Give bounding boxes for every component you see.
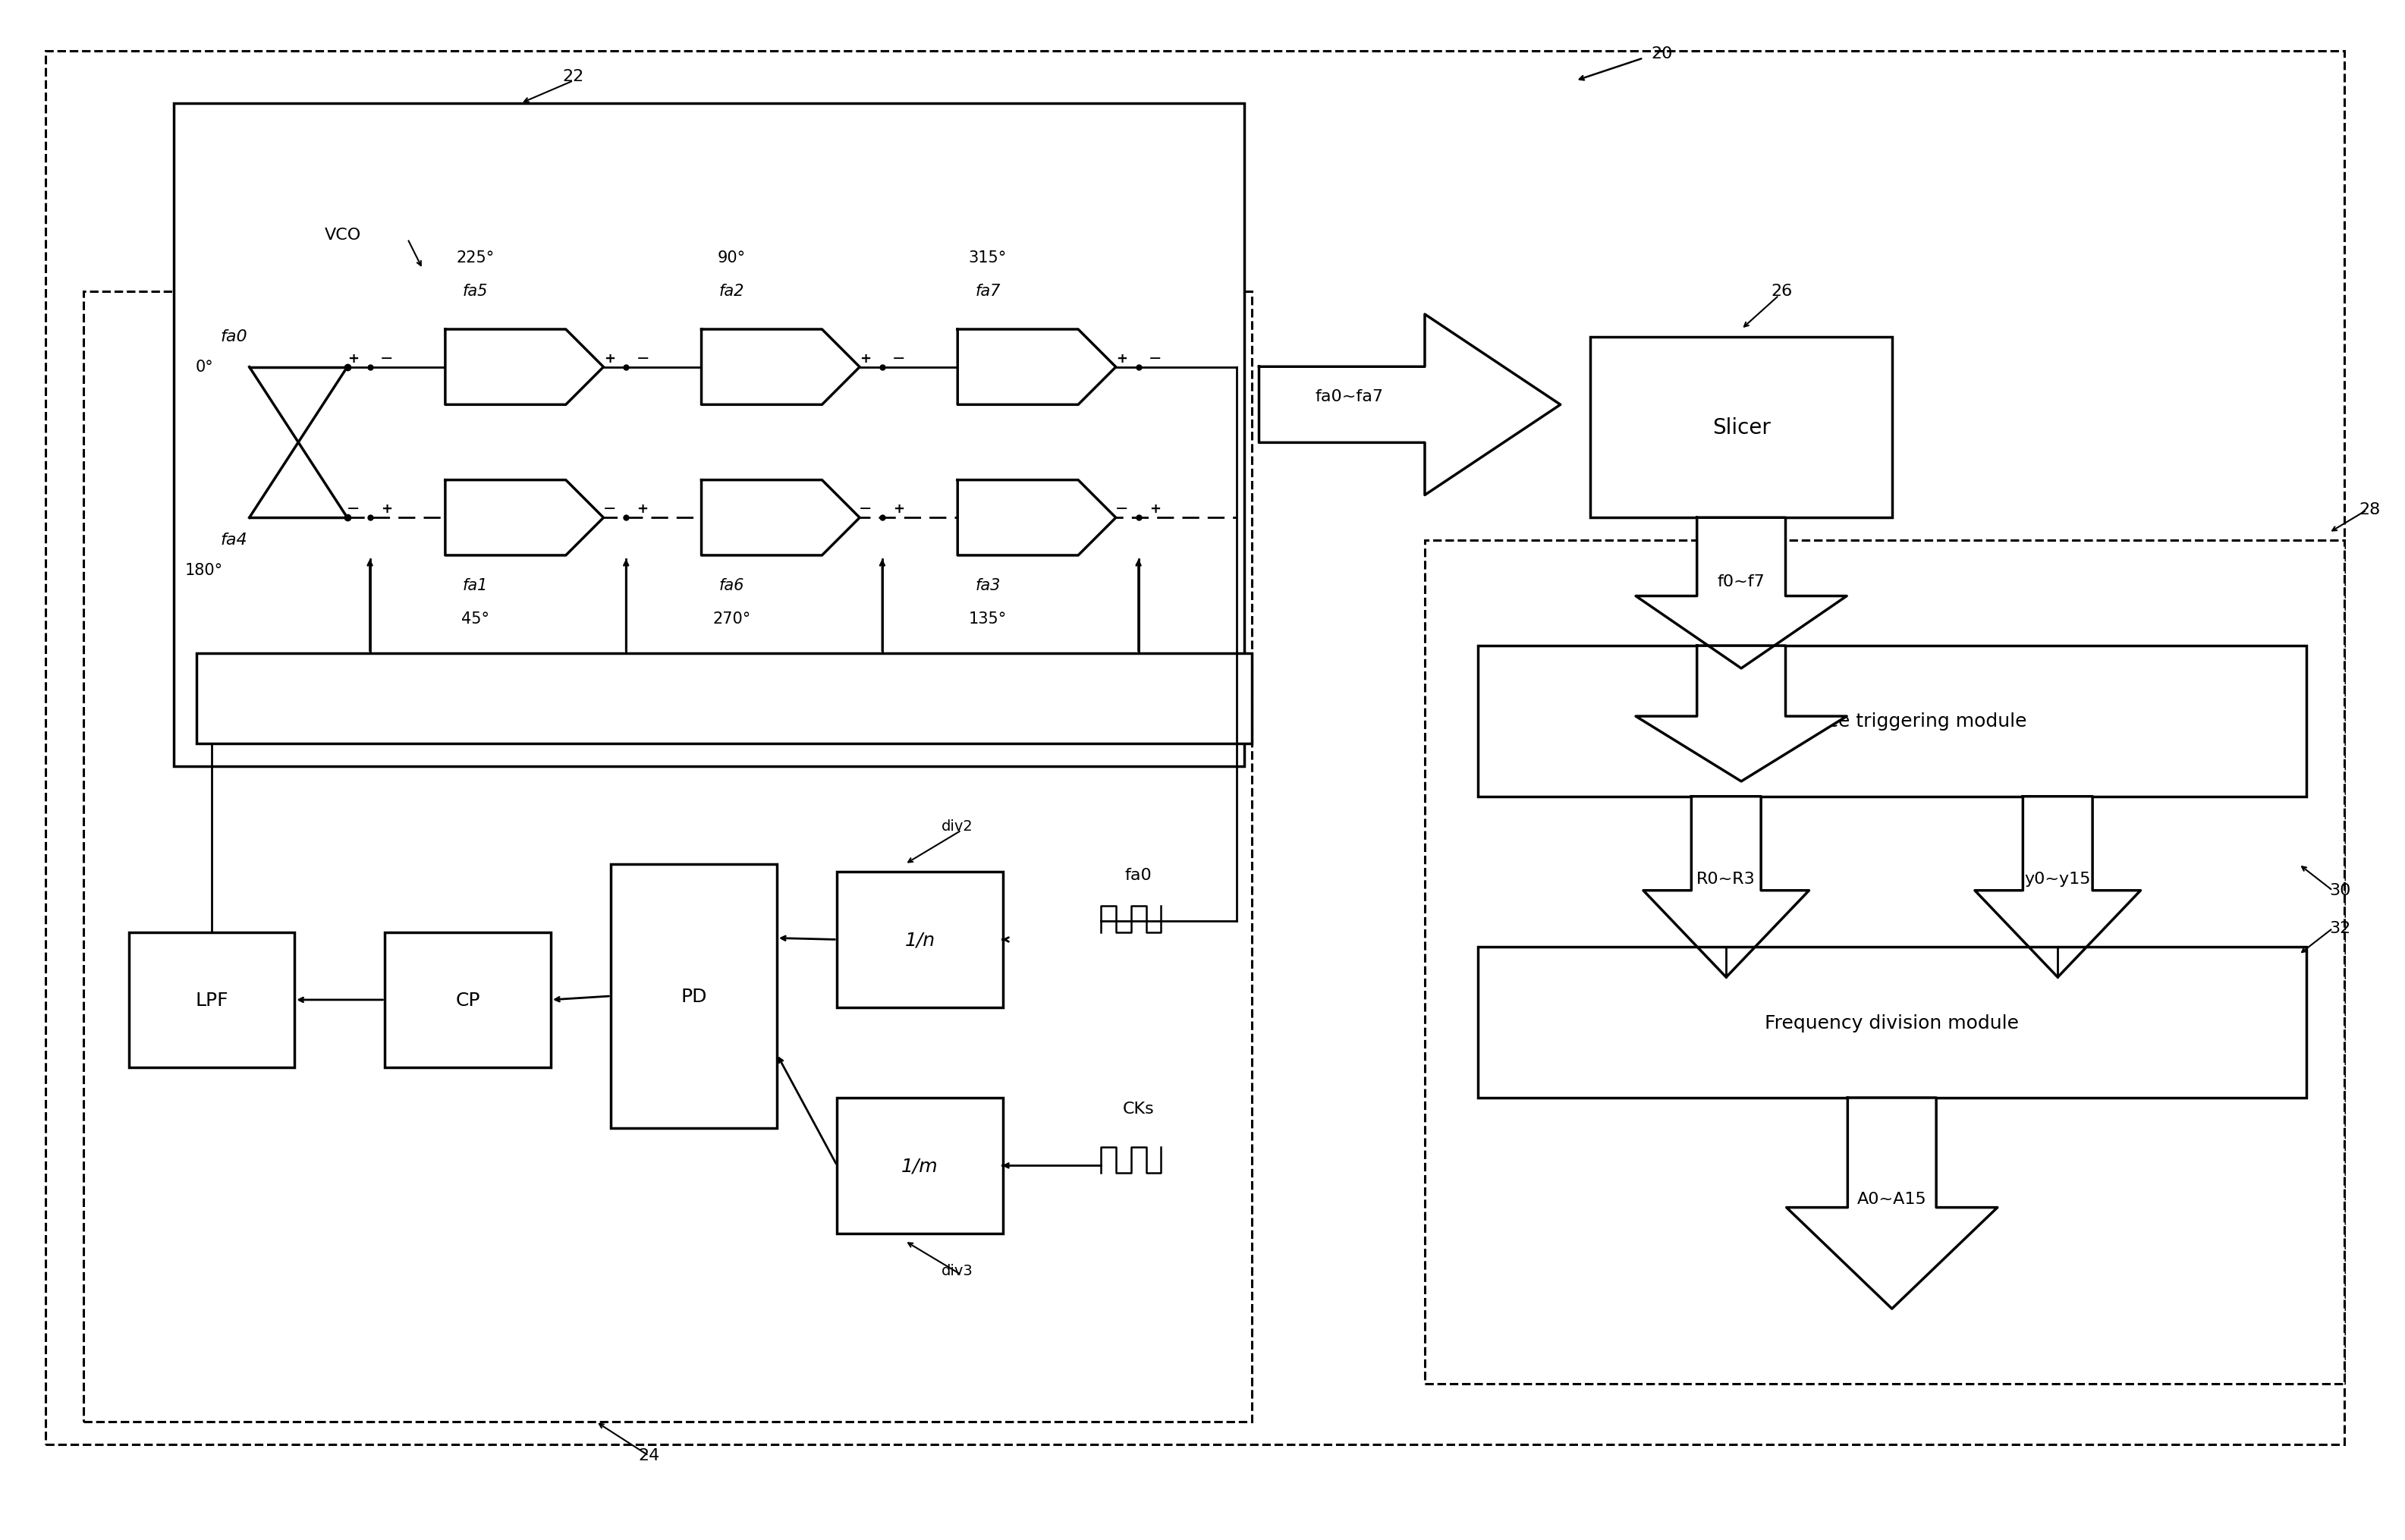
Bar [385,932,551,1067]
Polygon shape [702,330,859,405]
Text: +: + [380,502,392,516]
Polygon shape [445,330,604,405]
Text: 45°: 45° [462,611,491,627]
Text: VCO: VCO [325,228,361,242]
Text: A0~A15: A0~A15 [1857,1192,1926,1206]
Bar [197,653,1251,744]
Text: 180°: 180° [185,562,224,578]
Polygon shape [1635,517,1847,668]
Text: CP: CP [455,990,481,1009]
Text: +: + [1116,351,1128,365]
Text: −: − [1150,351,1162,367]
Text: +: + [604,351,616,365]
Text: 1/n: 1/n [904,930,936,949]
Text: 0°: 0° [195,359,214,374]
Bar [837,872,1003,1007]
Text: div3: div3 [943,1263,974,1278]
Text: +: + [349,351,358,365]
Text: fa3: fa3 [974,578,1000,593]
Text: Frequency division module: Frequency division module [1765,1013,2020,1032]
Text: 135°: 135° [969,611,1008,627]
Text: 270°: 270° [712,611,750,627]
Text: 26: 26 [1772,283,1792,299]
Text: fa0~fa7: fa0~fa7 [1316,390,1383,405]
Text: Sequence triggering module: Sequence triggering module [1756,713,2027,730]
Text: div2: div2 [943,819,974,833]
Bar [84,293,1251,1421]
Text: +: + [892,502,904,516]
Text: fa1: fa1 [462,578,488,593]
Text: −: − [346,502,361,516]
Text: −: − [604,502,616,516]
Polygon shape [957,480,1116,556]
Text: fa2: fa2 [719,283,743,299]
Polygon shape [445,480,604,556]
Polygon shape [957,330,1116,405]
Bar [1424,541,2345,1384]
Polygon shape [1643,796,1809,978]
Bar [1590,337,1893,517]
Bar [1477,947,2306,1098]
Text: PD: PD [681,987,707,1006]
Text: LPF: LPF [195,990,228,1009]
Bar [173,103,1243,767]
Bar [611,864,777,1129]
Text: −: − [892,351,907,367]
Text: fa0: fa0 [221,330,248,343]
Text: 90°: 90° [717,249,746,265]
Polygon shape [1975,796,2140,978]
Polygon shape [1635,647,1847,782]
Text: fa4: fa4 [221,533,248,548]
Polygon shape [702,480,859,556]
Text: R0~R3: R0~R3 [1696,872,1756,887]
Text: 28: 28 [2359,502,2381,517]
Text: Slicer: Slicer [1712,417,1770,439]
Text: y0~y15: y0~y15 [2025,872,2090,887]
Bar [837,1098,1003,1234]
Text: fa7: fa7 [974,283,1000,299]
Text: +: + [1150,502,1162,516]
Polygon shape [1787,1098,1999,1309]
Text: 1/m: 1/m [902,1157,938,1175]
Text: +: + [861,351,871,365]
Text: 24: 24 [637,1448,659,1463]
Bar [130,932,293,1067]
Polygon shape [1258,314,1561,496]
Text: 20: 20 [1650,46,1671,62]
Bar [1477,647,2306,796]
Text: 32: 32 [2328,921,2350,935]
Text: −: − [859,502,873,516]
Text: fa6: fa6 [719,578,743,593]
Text: −: − [1116,502,1128,516]
Text: CKs: CKs [1123,1101,1154,1116]
Text: −: − [380,351,392,367]
Text: +: + [637,502,649,516]
Text: 225°: 225° [457,249,495,265]
Text: fa0: fa0 [1126,867,1152,882]
Text: fa5: fa5 [462,283,488,299]
Text: 22: 22 [563,69,584,85]
Text: f0~f7: f0~f7 [1717,574,1765,588]
Text: 30: 30 [2328,882,2350,898]
Text: 315°: 315° [969,249,1008,265]
Text: −: − [635,351,649,367]
